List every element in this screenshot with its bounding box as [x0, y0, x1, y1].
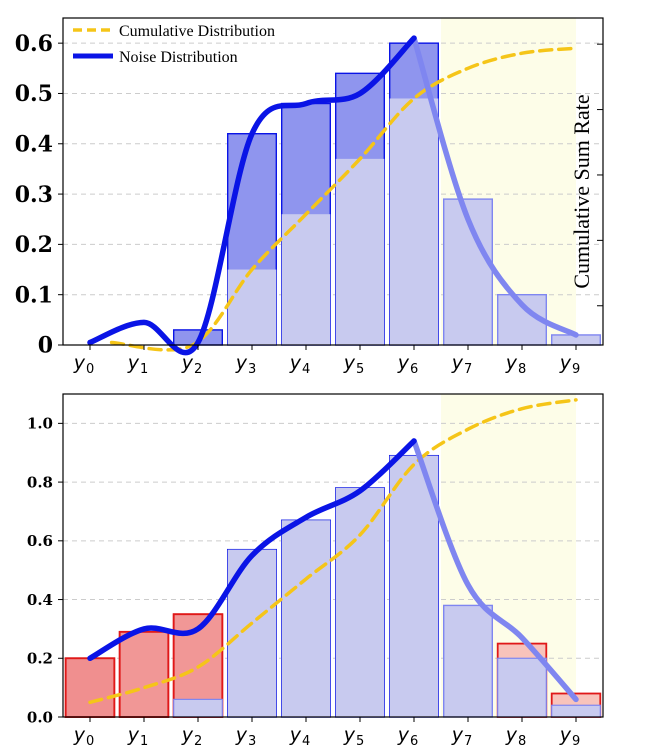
x-tick-label: y1	[127, 352, 149, 377]
x-tick-label-sub: 6	[410, 734, 418, 748]
x-tick-label: y5	[343, 724, 365, 748]
right-axis-label: Cumulative Sum Rate	[569, 94, 594, 288]
y-tick-label: 0.2	[27, 650, 53, 668]
x-tick-label-sub: 9	[572, 362, 580, 377]
y-tick-label: 0.4	[15, 131, 53, 157]
bar-red-overlay	[118, 630, 170, 718]
noise-curve	[87, 438, 417, 662]
y-tick-label: 1.0	[27, 415, 53, 433]
legend-label-cumulative: Cumulative Distribution	[119, 23, 275, 40]
x-tick-label: y3	[235, 352, 257, 377]
x-tick-label-base: y	[451, 724, 464, 746]
x-tick-label-sub: 4	[302, 734, 310, 748]
x-tick-label-sub: 0	[86, 362, 94, 377]
x-tick-label: y0	[73, 352, 95, 377]
x-tick-label-base: y	[235, 724, 248, 746]
x-tick-label-base: y	[181, 724, 194, 746]
x-tick-label-base: y	[343, 724, 356, 746]
x-tick-label: y6	[397, 352, 419, 377]
x-tick-label-sub: 8	[518, 734, 526, 748]
x-tick-label-sub: 3	[248, 734, 256, 748]
x-tick-label-sub: 1	[140, 362, 148, 377]
y-tick-label: 0	[38, 333, 53, 359]
x-tick-label-sub: 5	[356, 362, 364, 377]
noise-curve-tail	[411, 438, 579, 703]
x-tick-label-sub: 7	[464, 362, 472, 377]
x-tick-label-base: y	[127, 352, 140, 374]
cumulative-curve	[88, 398, 578, 705]
x-tick-label-base: y	[235, 352, 248, 374]
bar-cumulative-fill	[335, 158, 385, 345]
x-tick-label-sub: 5	[356, 734, 364, 748]
bar-cumulative-fill	[281, 520, 331, 717]
bar-cumulative-fill	[335, 487, 385, 717]
top-chart: 00.10.20.30.40.50.6y0 y1 y2 y3 y4 y5 y6 y7 y8 y9C…	[15, 17, 604, 377]
bar-cumulative-fill	[497, 657, 547, 718]
bar-cumulative-fill	[389, 455, 439, 717]
x-tick-label: y3	[235, 724, 257, 748]
x-tick-label-base: y	[289, 724, 302, 746]
x-tick-label: y9	[559, 352, 581, 377]
x-tick-label-sub: 7	[464, 734, 472, 748]
y-tick-label: 0.3	[15, 182, 53, 208]
y-tick-label: 0.8	[27, 473, 53, 491]
y-tick-label: 0.5	[15, 81, 53, 107]
x-tick-label-base: y	[181, 352, 194, 374]
x-tick-label-base: y	[73, 724, 86, 746]
x-tick-label: y5	[343, 352, 365, 377]
x-tick-label-base: y	[559, 724, 572, 746]
y-tick-label: 0.1	[15, 282, 53, 308]
x-tick-label: y2	[181, 724, 203, 748]
x-tick-label-sub: 6	[410, 362, 418, 377]
x-tick-label: y8	[505, 352, 527, 377]
x-tick-label-base: y	[289, 352, 302, 374]
x-tick-label-sub: 2	[194, 362, 202, 377]
x-tick-label: y7	[451, 724, 473, 748]
x-tick-label: y1	[127, 724, 149, 748]
axes-frame	[62, 17, 604, 346]
x-tick-label-base: y	[505, 352, 518, 374]
bar-cumulative-fill	[281, 214, 331, 345]
x-tick-label-sub: 1	[140, 734, 148, 748]
axes-frame	[62, 393, 604, 718]
bar-cumulative-fill	[551, 704, 601, 718]
x-tick-label-base: y	[73, 352, 86, 374]
x-tick-label-base: y	[397, 724, 410, 746]
x-tick-label-sub: 8	[518, 362, 526, 377]
x-tick-label: y2	[181, 352, 203, 377]
legend-label-noise: Noise Distribution	[119, 49, 238, 66]
bar-cumulative-fill	[389, 98, 439, 345]
x-tick-label: y6	[397, 724, 419, 748]
x-tick-label: y0	[73, 724, 95, 748]
x-tick-label-base: y	[127, 724, 140, 746]
noise-curve	[87, 35, 417, 356]
x-tick-label-sub: 2	[194, 734, 202, 748]
bar-cumulative-fill	[173, 698, 223, 718]
y-tick-label: 0.6	[27, 532, 53, 550]
y-tick-label: 0.2	[15, 232, 53, 258]
x-tick-label-sub: 4	[302, 362, 310, 377]
x-tick-label-base: y	[397, 352, 410, 374]
x-tick-label: y7	[451, 352, 473, 377]
noise-curve-tail	[411, 35, 579, 338]
y-tick-label: 0.0	[27, 708, 53, 726]
x-tick-label: y4	[289, 352, 311, 377]
x-tick-label-sub: 0	[86, 734, 94, 748]
x-tick-label: y8	[505, 724, 527, 748]
bar-cumulative-fill	[227, 269, 277, 345]
bar	[443, 604, 494, 718]
bottom-chart: 0.00.20.40.60.81.0y0 y1 y2 y3 y4 y5 y6 y7 y8 y9	[27, 393, 604, 748]
x-tick-label: y4	[289, 724, 311, 748]
bar-red-overlay	[64, 657, 116, 718]
x-tick-label-base: y	[343, 352, 356, 374]
y-tick-label: 0.6	[15, 31, 53, 57]
x-tick-label-base: y	[451, 352, 464, 374]
y-tick-label: 0.4	[27, 591, 53, 609]
x-tick-label-sub: 3	[248, 362, 256, 377]
x-tick-label-base: y	[559, 352, 572, 374]
x-tick-label-base: y	[505, 724, 518, 746]
x-tick-label: y9	[559, 724, 581, 748]
x-tick-label-sub: 9	[572, 734, 580, 748]
